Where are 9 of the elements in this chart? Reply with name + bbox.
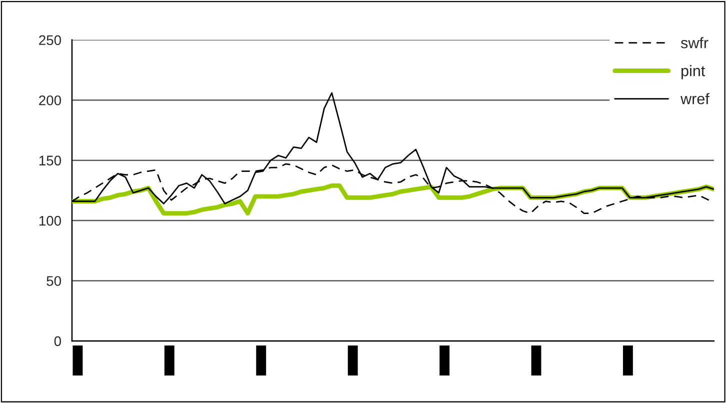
y-tick-label: 200 [39,95,62,106]
y-tick-label: 50 [46,276,62,286]
y-tick-label: 150 [39,156,62,166]
legend-label: wref [680,93,710,104]
y-tick-label: 100 [39,216,62,226]
legend-label: swfr [680,37,708,48]
legend-label: pint [682,65,706,80]
y-tick-label: 0 [54,336,62,346]
y-tick-label: 250 [39,35,62,46]
